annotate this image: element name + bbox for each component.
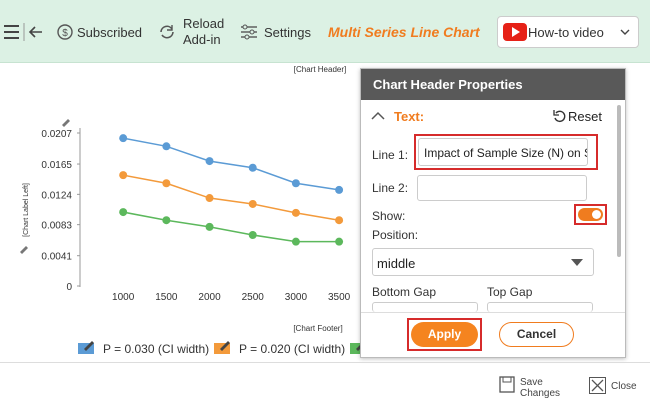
- footer-divider: [0, 362, 650, 363]
- data-point: [335, 237, 344, 246]
- save-line: Save: [520, 377, 543, 388]
- edit-icon[interactable]: [62, 119, 70, 127]
- show-toggle[interactable]: [578, 208, 603, 221]
- series-line: [123, 211, 340, 243]
- how-to-video[interactable]: How-to video: [497, 16, 639, 48]
- settings-icon: [241, 24, 257, 40]
- data-point: [205, 194, 214, 203]
- data-point: [335, 216, 344, 225]
- y-tick-label: 0.0165: [41, 160, 72, 171]
- series-line: [123, 174, 340, 221]
- close-icon: [589, 377, 606, 394]
- x-tick-label: 1500: [155, 292, 178, 303]
- legend-label: P = 0.030 (CI width): [103, 342, 209, 356]
- data-point: [335, 185, 344, 194]
- nav-icons[interactable]: [4, 22, 44, 42]
- properties-panel: Chart Header Properties Text: Reset Line…: [360, 68, 626, 358]
- chevron: [620, 29, 630, 35]
- reload-line: Add-in: [183, 32, 221, 47]
- data-point: [291, 237, 300, 246]
- x-tick-label: 2500: [242, 292, 265, 303]
- reload[interactable]: Reload Add-in: [183, 16, 224, 48]
- edit-icon[interactable]: [220, 341, 230, 351]
- y-tick-label: 0: [66, 282, 72, 293]
- select-caret: [571, 259, 583, 266]
- data-point: [248, 231, 257, 239]
- reset-icon: [553, 110, 566, 123]
- reload-line: Reload: [183, 16, 225, 31]
- line2-label: Line 2:: [372, 181, 409, 195]
- svg-text:$: $: [62, 28, 68, 39]
- youtube-icon: [503, 23, 527, 41]
- top-gap-input[interactable]: [487, 302, 593, 312]
- apply-button[interactable]: Apply: [411, 322, 478, 347]
- data-point: [291, 208, 300, 217]
- toolbar: $ Subscribed Reload Add-in Settings Multi…: [0, 0, 650, 63]
- y-axis-label[interactable]: [Chart Label Left]: [23, 183, 30, 237]
- data-point: [162, 216, 171, 225]
- position-select[interactable]: middle: [372, 248, 594, 276]
- data-point: [205, 222, 214, 231]
- bottom-gap-input[interactable]: [372, 302, 478, 312]
- series-line: [123, 137, 340, 191]
- highlight: [407, 318, 482, 351]
- line1-label: Line 1:: [372, 148, 409, 162]
- scrollbar[interactable]: [617, 105, 621, 257]
- cancel-button[interactable]: Cancel: [499, 322, 574, 347]
- y-tick-label: 0.0124: [41, 190, 72, 201]
- y-tick-label: 0.0083: [41, 221, 72, 232]
- chart: [Chart Header] [Chart Label Left] [Chart…: [20, 65, 366, 356]
- line1-input[interactable]: Impact of Sample Size (N) on S: [418, 138, 588, 166]
- highlight: [574, 204, 607, 225]
- highlight: [414, 134, 598, 170]
- x-tick-label: 1000: [112, 292, 135, 303]
- save-icon: [499, 376, 515, 393]
- y-tick-label: 0.0041: [41, 252, 72, 263]
- data-point: [205, 157, 214, 166]
- line2-input[interactable]: [417, 175, 587, 201]
- y-tick-label: 0.0207: [41, 129, 72, 140]
- edit-icon[interactable]: [84, 341, 94, 351]
- section-title: Text:: [394, 109, 425, 124]
- chart-header[interactable]: [Chart Header]: [294, 65, 346, 74]
- reset[interactable]: Reset: [568, 109, 602, 124]
- edit-icon[interactable]: [20, 246, 28, 254]
- x-tick-label: 3500: [328, 292, 351, 303]
- data-point: [291, 179, 300, 188]
- x-tick-label: 3000: [285, 292, 308, 303]
- app-title: Multi Series Line Chart: [328, 24, 480, 40]
- divider: [361, 312, 625, 313]
- data-point: [162, 179, 171, 188]
- data-point: [119, 134, 128, 143]
- save-changes[interactable]: Save Changes: [520, 377, 560, 399]
- save-line: Changes: [520, 388, 561, 399]
- subscribed-icon: $: [57, 24, 73, 40]
- position-label: Position:: [372, 228, 419, 242]
- top-gap-label: Top Gap: [487, 285, 533, 299]
- panel-title: Chart Header Properties: [361, 69, 625, 100]
- data-point: [248, 163, 257, 172]
- data-point: [119, 208, 128, 217]
- data-point: [162, 142, 171, 151]
- bottom-gap-label: Bottom Gap: [372, 285, 437, 299]
- reload-icon: [160, 25, 174, 39]
- subscribed[interactable]: Subscribed: [77, 25, 143, 40]
- collapse-icon[interactable]: [371, 111, 385, 121]
- show-label: Show:: [372, 209, 406, 223]
- data-point: [119, 171, 128, 180]
- close[interactable]: Close: [611, 381, 637, 392]
- video-label: How-to video: [528, 25, 604, 40]
- legend-label: P = 0.020 (CI width): [239, 342, 345, 356]
- x-tick-label: 2000: [198, 292, 221, 303]
- settings[interactable]: Settings: [264, 25, 311, 40]
- data-point: [248, 199, 257, 208]
- chart-footer[interactable]: [Chart Footer]: [293, 324, 342, 333]
